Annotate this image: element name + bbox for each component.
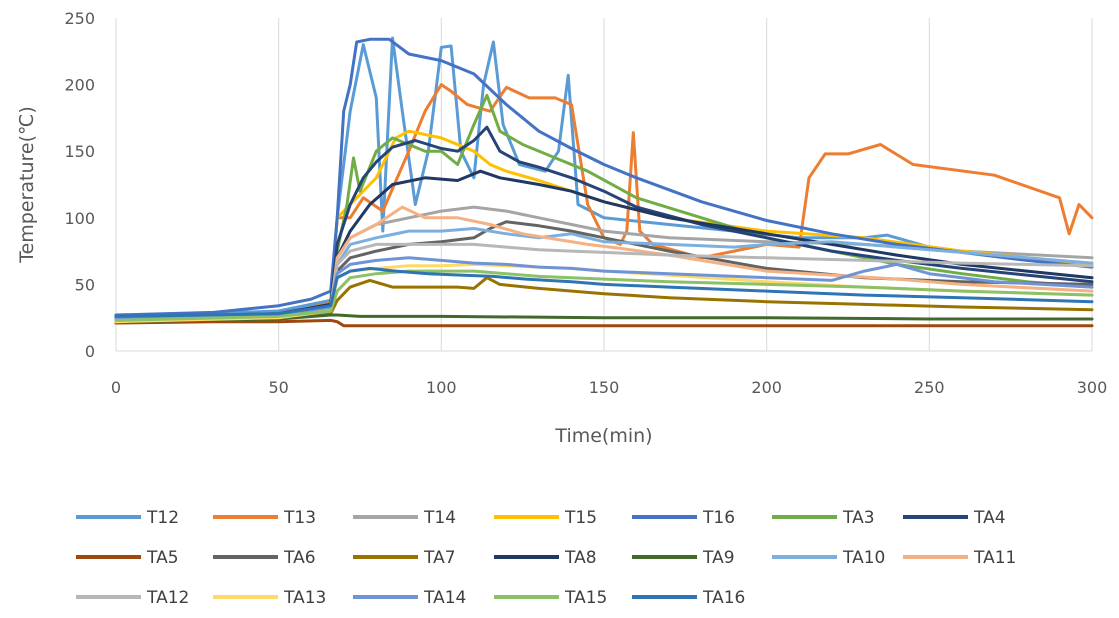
legend: T12 T13 T14 T15 T16 TA3 TA4 TA5 TA6 TA7 TA8 TA9 TA10…	[76, 508, 1016, 608]
x-tick-label: 250	[914, 378, 945, 397]
legend-label-ta16: TA16	[702, 588, 745, 608]
series-line-ta14	[114, 256, 1094, 321]
y-axis-title: Temperature(℃)	[16, 106, 38, 264]
legend-label-ta11: TA11	[973, 548, 1016, 568]
grid-lines	[115, 18, 1093, 351]
series-line-ta11	[114, 205, 1094, 322]
y-tick-label: 150	[64, 142, 95, 161]
series-lines	[114, 36, 1094, 328]
x-tick-label: 300	[1077, 378, 1108, 397]
x-tick-label: 100	[426, 378, 457, 397]
legend-label-ta13: TA13	[283, 588, 326, 608]
series-line-ta5	[114, 318, 1094, 328]
legend-label-t15: T15	[564, 508, 597, 528]
legend-label-t13: T13	[283, 508, 316, 528]
series-line-ta12	[114, 242, 1094, 321]
legend-label-t16: T16	[702, 508, 735, 528]
y-tick-label: 250	[64, 9, 95, 28]
series-line-t15	[114, 129, 1094, 322]
axes: 0 50 100 150 200 250 300 0 50 100 150 200 250	[64, 9, 1107, 397]
x-tick-label: 50	[268, 378, 288, 397]
legend-label-ta8: TA8	[564, 548, 597, 568]
y-tick-label: 50	[75, 275, 95, 294]
series-line-t16	[114, 37, 1094, 317]
legend-label-t14: T14	[423, 508, 456, 528]
x-tick-label: 0	[111, 378, 121, 397]
legend-label-ta5: TA5	[146, 548, 179, 568]
legend-label-ta9: TA9	[702, 548, 735, 568]
y-tick-label: 100	[64, 209, 95, 228]
legend-label-ta15: TA15	[564, 588, 607, 608]
series-line-ta16	[114, 266, 1094, 318]
x-tick-label: 200	[751, 378, 782, 397]
y-tick-label: 200	[64, 76, 95, 95]
x-tick-label: 150	[589, 378, 620, 397]
x-axis-title: Time(min)	[554, 425, 652, 447]
y-tick-label: 0	[85, 342, 95, 361]
legend-label-ta3: TA3	[842, 508, 875, 528]
legend-label-ta7: TA7	[423, 548, 456, 568]
series-line-ta15	[114, 269, 1094, 322]
series-line-ta4	[114, 125, 1094, 320]
legend-label-ta12: TA12	[146, 588, 189, 608]
legend-label-ta10: TA10	[842, 548, 885, 568]
series-line-ta9	[114, 313, 1094, 324]
legend-label-t12: T12	[146, 508, 179, 528]
legend-label-ta6: TA6	[283, 548, 316, 568]
legend-label-ta14: TA14	[423, 588, 466, 608]
series-line-ta7	[114, 276, 1094, 324]
legend-label-ta4: TA4	[973, 508, 1006, 528]
